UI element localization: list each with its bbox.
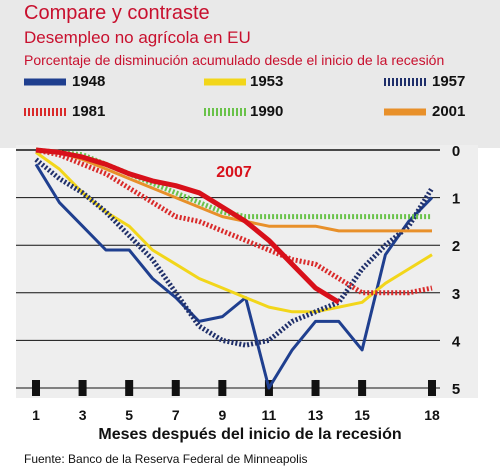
- x-tick-label: 18: [424, 407, 440, 423]
- legend-label-1990: 1990: [250, 103, 284, 120]
- y-tick-label: 4: [452, 333, 461, 350]
- x-tick-mark: [311, 380, 320, 396]
- y-tick-label: 1: [452, 191, 460, 208]
- legend-label-1948: 1948: [72, 73, 106, 90]
- y-tick-label: 3: [452, 286, 460, 303]
- x-tick-label: 7: [172, 407, 180, 423]
- x-tick-mark: [125, 380, 134, 396]
- series-line-1957: [34, 157, 435, 348]
- y-axis-label: Porcentaje de disminución acumulado desd…: [24, 52, 445, 68]
- series-line-1981: [35, 147, 433, 296]
- x-tick-mark: [218, 380, 227, 396]
- x-tick-mark: [78, 380, 87, 396]
- series-line-2001: [35, 148, 432, 233]
- series-line-1953: [35, 151, 433, 314]
- x-tick-label: 1: [32, 407, 40, 423]
- plot-background: [16, 145, 478, 398]
- x-tick-label: 9: [218, 407, 226, 423]
- x-axis-label: Meses después del inicio de la recesión: [98, 426, 402, 443]
- x-tick-mark: [428, 380, 436, 396]
- source-note: Fuente: Banco de la Reserva Federal de M…: [24, 452, 308, 466]
- legend-label-2001: 2001: [432, 103, 466, 120]
- annotation-2007: 2007: [216, 164, 252, 181]
- x-tick-mark: [171, 380, 180, 396]
- x-tick-mark: [358, 380, 367, 396]
- series-line-1948: [34, 163, 434, 390]
- x-tick-label: 11: [262, 407, 277, 423]
- y-tick-label: 2: [452, 238, 460, 255]
- chart-title: Compare y contraste: [24, 2, 210, 24]
- x-tick-label: 5: [125, 407, 133, 423]
- legend-label-1957: 1957: [432, 73, 466, 90]
- x-tick-label: 3: [79, 407, 87, 423]
- x-tick-label: 15: [354, 407, 370, 423]
- chart-subtitle: Desempleo no agrícola en EU: [24, 28, 251, 47]
- x-tick-mark: [32, 380, 40, 396]
- legend-label-1981: 1981: [72, 103, 106, 120]
- y-tick-label: 5: [452, 381, 460, 398]
- header-band: [0, 0, 500, 148]
- y-tick-label: 0: [452, 143, 460, 160]
- legend-label-1953: 1953: [250, 73, 284, 90]
- series-line-2007: [35, 147, 341, 305]
- x-tick-label: 13: [308, 407, 324, 423]
